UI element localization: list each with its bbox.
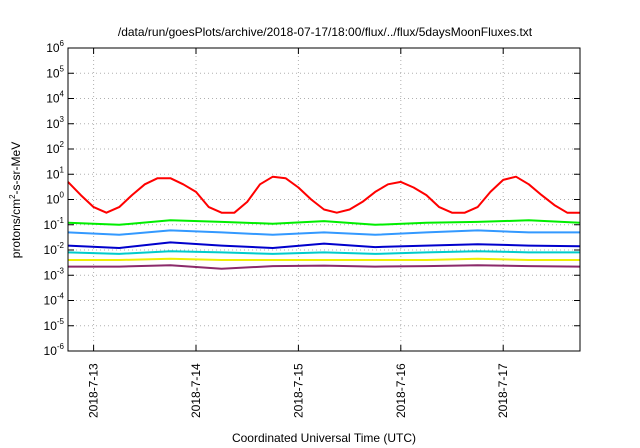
y-tick-base: 10 (44, 243, 58, 257)
y-tick-exponent: -1 (57, 216, 65, 225)
y-tick-label: 106 (46, 39, 64, 55)
y-tick-base: 10 (46, 142, 60, 156)
y-tick-exponent: 4 (60, 90, 65, 99)
series-line-2 (67, 219, 581, 226)
y-tick-label: 10-2 (44, 241, 65, 257)
y-tick-base: 10 (44, 319, 58, 333)
y-tick-exponent: -4 (57, 292, 65, 301)
y-tick-exponent: 0 (60, 191, 65, 200)
y-tick-label: 100 (46, 191, 64, 207)
y-axis-label: protons/cm2-s-sr-MeV (8, 142, 23, 258)
y-tick-label: 10-1 (44, 216, 65, 232)
y-tick-base: 10 (46, 167, 60, 181)
chart-title: /data/run/goesPlots/archive/2018-07-17/1… (118, 25, 533, 39)
x-axis-label: Coordinated Universal Time (UTC) (232, 431, 416, 445)
y-tick-exponent: 1 (60, 165, 65, 174)
y-tick-base: 10 (44, 294, 58, 308)
x-tick-label: 2018-7-13 (87, 363, 101, 418)
y-tick-label: 105 (46, 64, 64, 80)
y-tick-label: 104 (46, 90, 64, 106)
y-axis-label-prefix: protons/cm (9, 199, 23, 258)
series-line-1 (67, 175, 580, 214)
y-tick-base: 10 (44, 344, 58, 358)
y-tick-base: 10 (46, 117, 60, 131)
x-tick-label: 2018-7-16 (394, 363, 408, 418)
series-line-3 (67, 229, 580, 236)
y-tick-label: 103 (46, 115, 64, 131)
y-tick-exponent: -5 (57, 317, 65, 326)
x-tick-label: 2018-7-14 (189, 363, 203, 418)
x-tick-label: 2018-7-17 (496, 363, 510, 418)
x-axis: 2018-7-13 2018-7-14 2018-7-15 2018-7-16 2018… (87, 48, 510, 418)
series-line-4 (67, 241, 581, 249)
y-tick-exponent: 6 (60, 39, 65, 48)
y-tick-label: 10-6 (44, 342, 65, 358)
y-tick-base: 10 (46, 41, 60, 55)
y-tick-exponent: -3 (57, 266, 65, 275)
y-tick-exponent: 5 (60, 64, 65, 73)
x-tick-label: 2018-7-15 (291, 363, 305, 418)
series-line-7 (68, 264, 581, 270)
y-tick-exponent: 2 (60, 140, 65, 149)
y-axis-label-sup: 2 (8, 194, 17, 199)
y-tick-label: 102 (46, 140, 64, 156)
series-line-5 (67, 250, 580, 255)
y-tick-exponent: -2 (57, 241, 65, 250)
y-tick-label: 10-3 (44, 266, 65, 282)
y-tick-base: 10 (46, 193, 60, 207)
grid (68, 48, 580, 351)
y-tick-label: 101 (46, 165, 64, 181)
y-tick-exponent: 3 (60, 115, 65, 124)
y-tick-base: 10 (46, 92, 60, 106)
y-tick-base: 10 (44, 268, 58, 282)
y-tick-base: 10 (46, 66, 60, 80)
y-tick-label: 10-5 (44, 317, 65, 333)
y-axis: 10-610-510-410-310-210-11001011021031041… (44, 39, 580, 358)
series-layer (67, 175, 581, 270)
y-tick-label: 10-4 (44, 292, 65, 308)
y-axis-label-suffix: -s-sr-MeV (9, 142, 23, 195)
series-line-6 (68, 257, 580, 261)
y-tick-base: 10 (44, 218, 58, 232)
y-tick-exponent: -6 (57, 342, 65, 351)
